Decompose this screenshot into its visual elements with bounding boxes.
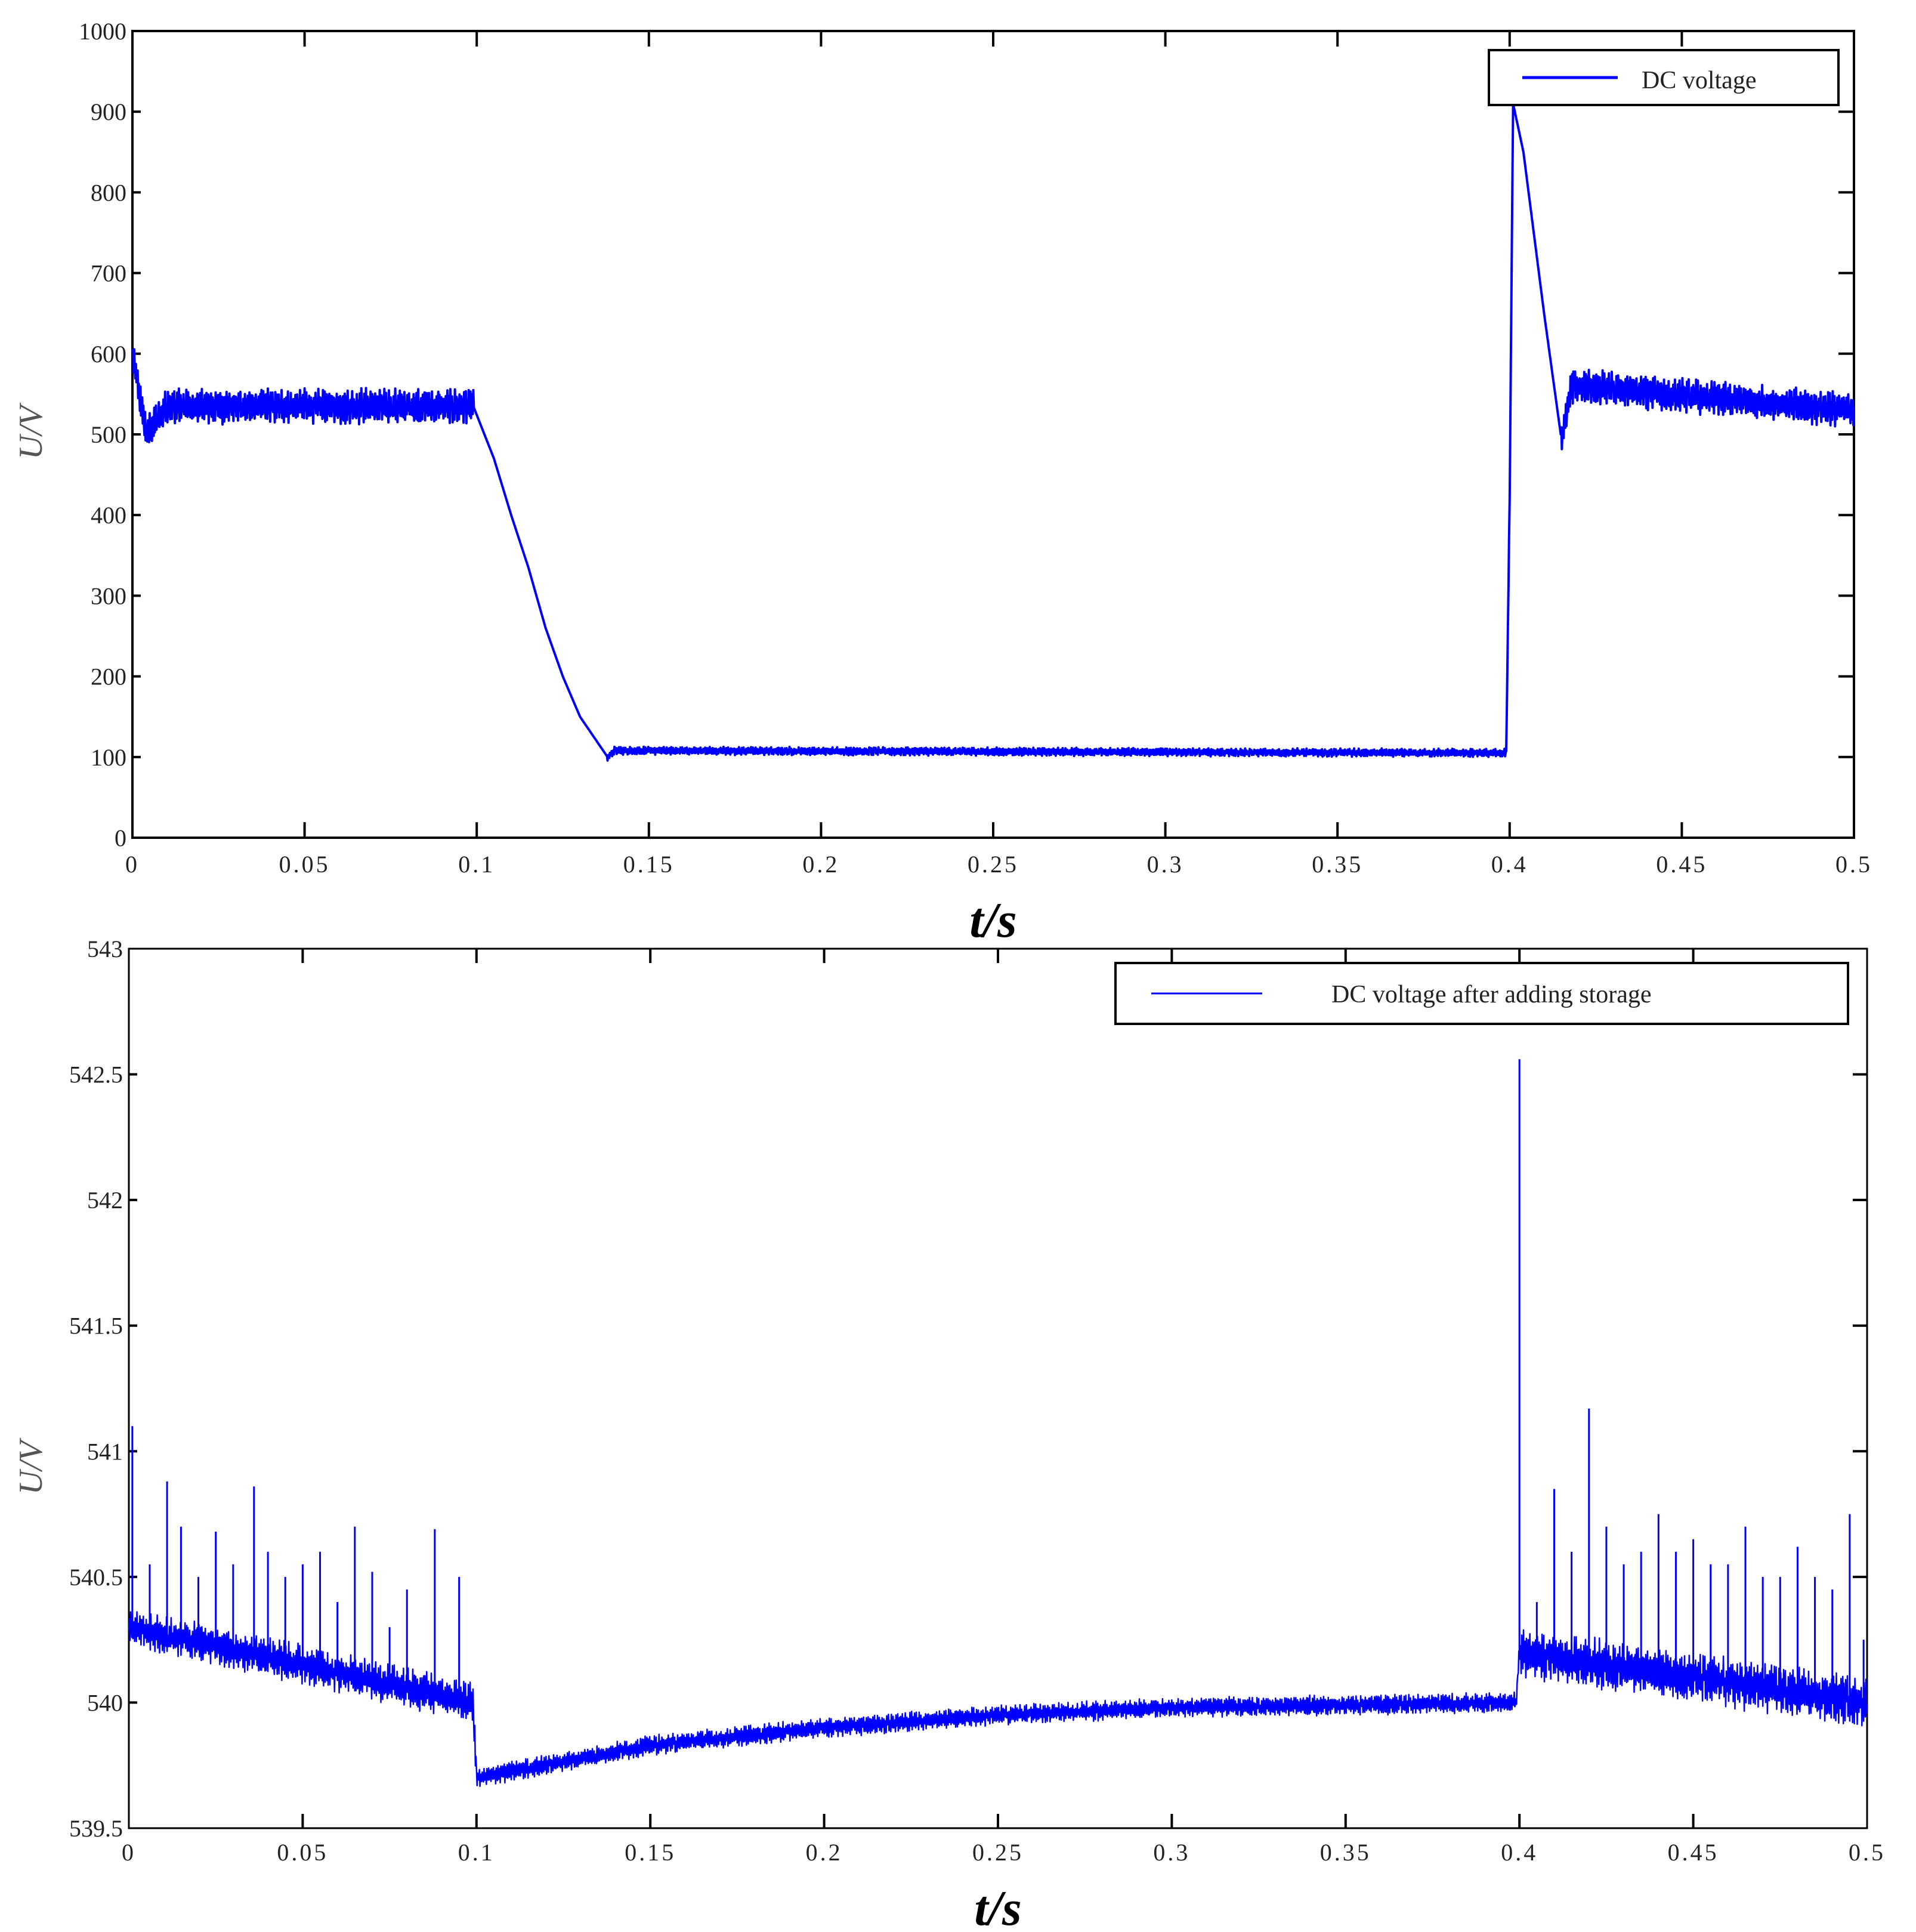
plot-frame [128,948,1868,1829]
chart-panel-2: 0 0.05 0.1 0.15 0.2 0.25 0.3 0.35 0.4 0.45 0.5 539.… [13,936,1886,1932]
legend-label: DC voltage [1642,67,1756,94]
y-tick-label: 540 [87,1689,123,1716]
x-tick-label: 0.3 [1147,851,1184,878]
x-tick-label: 0.2 [802,851,839,878]
y-tick-label: 900 [91,98,126,125]
y-tick-label: 800 [91,179,126,206]
y-tick-label: 540.5 [69,1564,123,1591]
x-tick-label: 0.1 [458,1839,495,1866]
x-tick-label: 0 [125,851,140,878]
x-tick-label: 0.5 [1835,851,1872,878]
y-tick-label: 200 [91,663,126,690]
y-tick-label: 100 [91,744,126,771]
y-tick-label: 700 [91,260,126,287]
x-tick-label: 0.25 [972,1839,1024,1866]
y-tick-label: 400 [91,502,126,529]
x-tick-label: 0.5 [1849,1839,1886,1866]
x-tick-label: 0.45 [1668,1839,1719,1866]
x-tick-label: 0.45 [1656,851,1707,878]
y-tick-label: 542.5 [69,1061,123,1088]
y-tick-label: 500 [91,421,126,448]
legend: DC voltage [1488,49,1840,106]
x-axis-label: t/s [974,1881,1021,1932]
x-tick-label: 0.1 [458,851,495,878]
x-tick-label: 0.4 [1491,851,1528,878]
series-line-1 [128,1611,1868,1788]
y-tick-label: 543 [87,936,123,962]
x-tick-label: 0.35 [1320,1839,1371,1866]
x-tick-label: 0.25 [968,851,1019,878]
x-tick-label: 0.35 [1312,851,1363,878]
x-tick-label: 0.15 [623,851,675,878]
chart-panel-1: 0 0.05 0.1 0.15 0.2 0.25 0.3 0.35 0.4 0.45 0.5 0 100… [13,18,1872,948]
x-tick-label: 0 [122,1839,136,1866]
y-tick-label: 542 [87,1187,123,1214]
y-tick-label: 541 [87,1438,123,1465]
x-axis-label: t/s [969,893,1016,948]
y-axis-label: U/V [13,402,50,459]
y-tick-label: 300 [91,582,126,609]
x-tick-label: 0.15 [625,1839,676,1866]
x-tick-label: 0.3 [1153,1839,1190,1866]
y-tick-label: 541.5 [69,1313,123,1340]
y-tick-label: 0 [115,825,126,851]
plot-frame [131,30,1855,839]
y-tick-label: 600 [91,341,126,368]
legend: DC voltage after adding storage [1114,962,1849,1025]
series-line-1 [131,102,1855,762]
y-tick-label: 539.5 [69,1815,123,1842]
x-tick-label: 0.05 [277,1839,328,1866]
y-tick-label: 1000 [79,18,126,45]
x-tick-label: 0.05 [279,851,330,878]
y-axis-label: U/V [13,1437,50,1495]
x-tick-label: 0.2 [806,1839,843,1866]
x-tick-label: 0.4 [1501,1839,1538,1866]
legend-label: DC voltage after adding storage [1331,981,1651,1008]
